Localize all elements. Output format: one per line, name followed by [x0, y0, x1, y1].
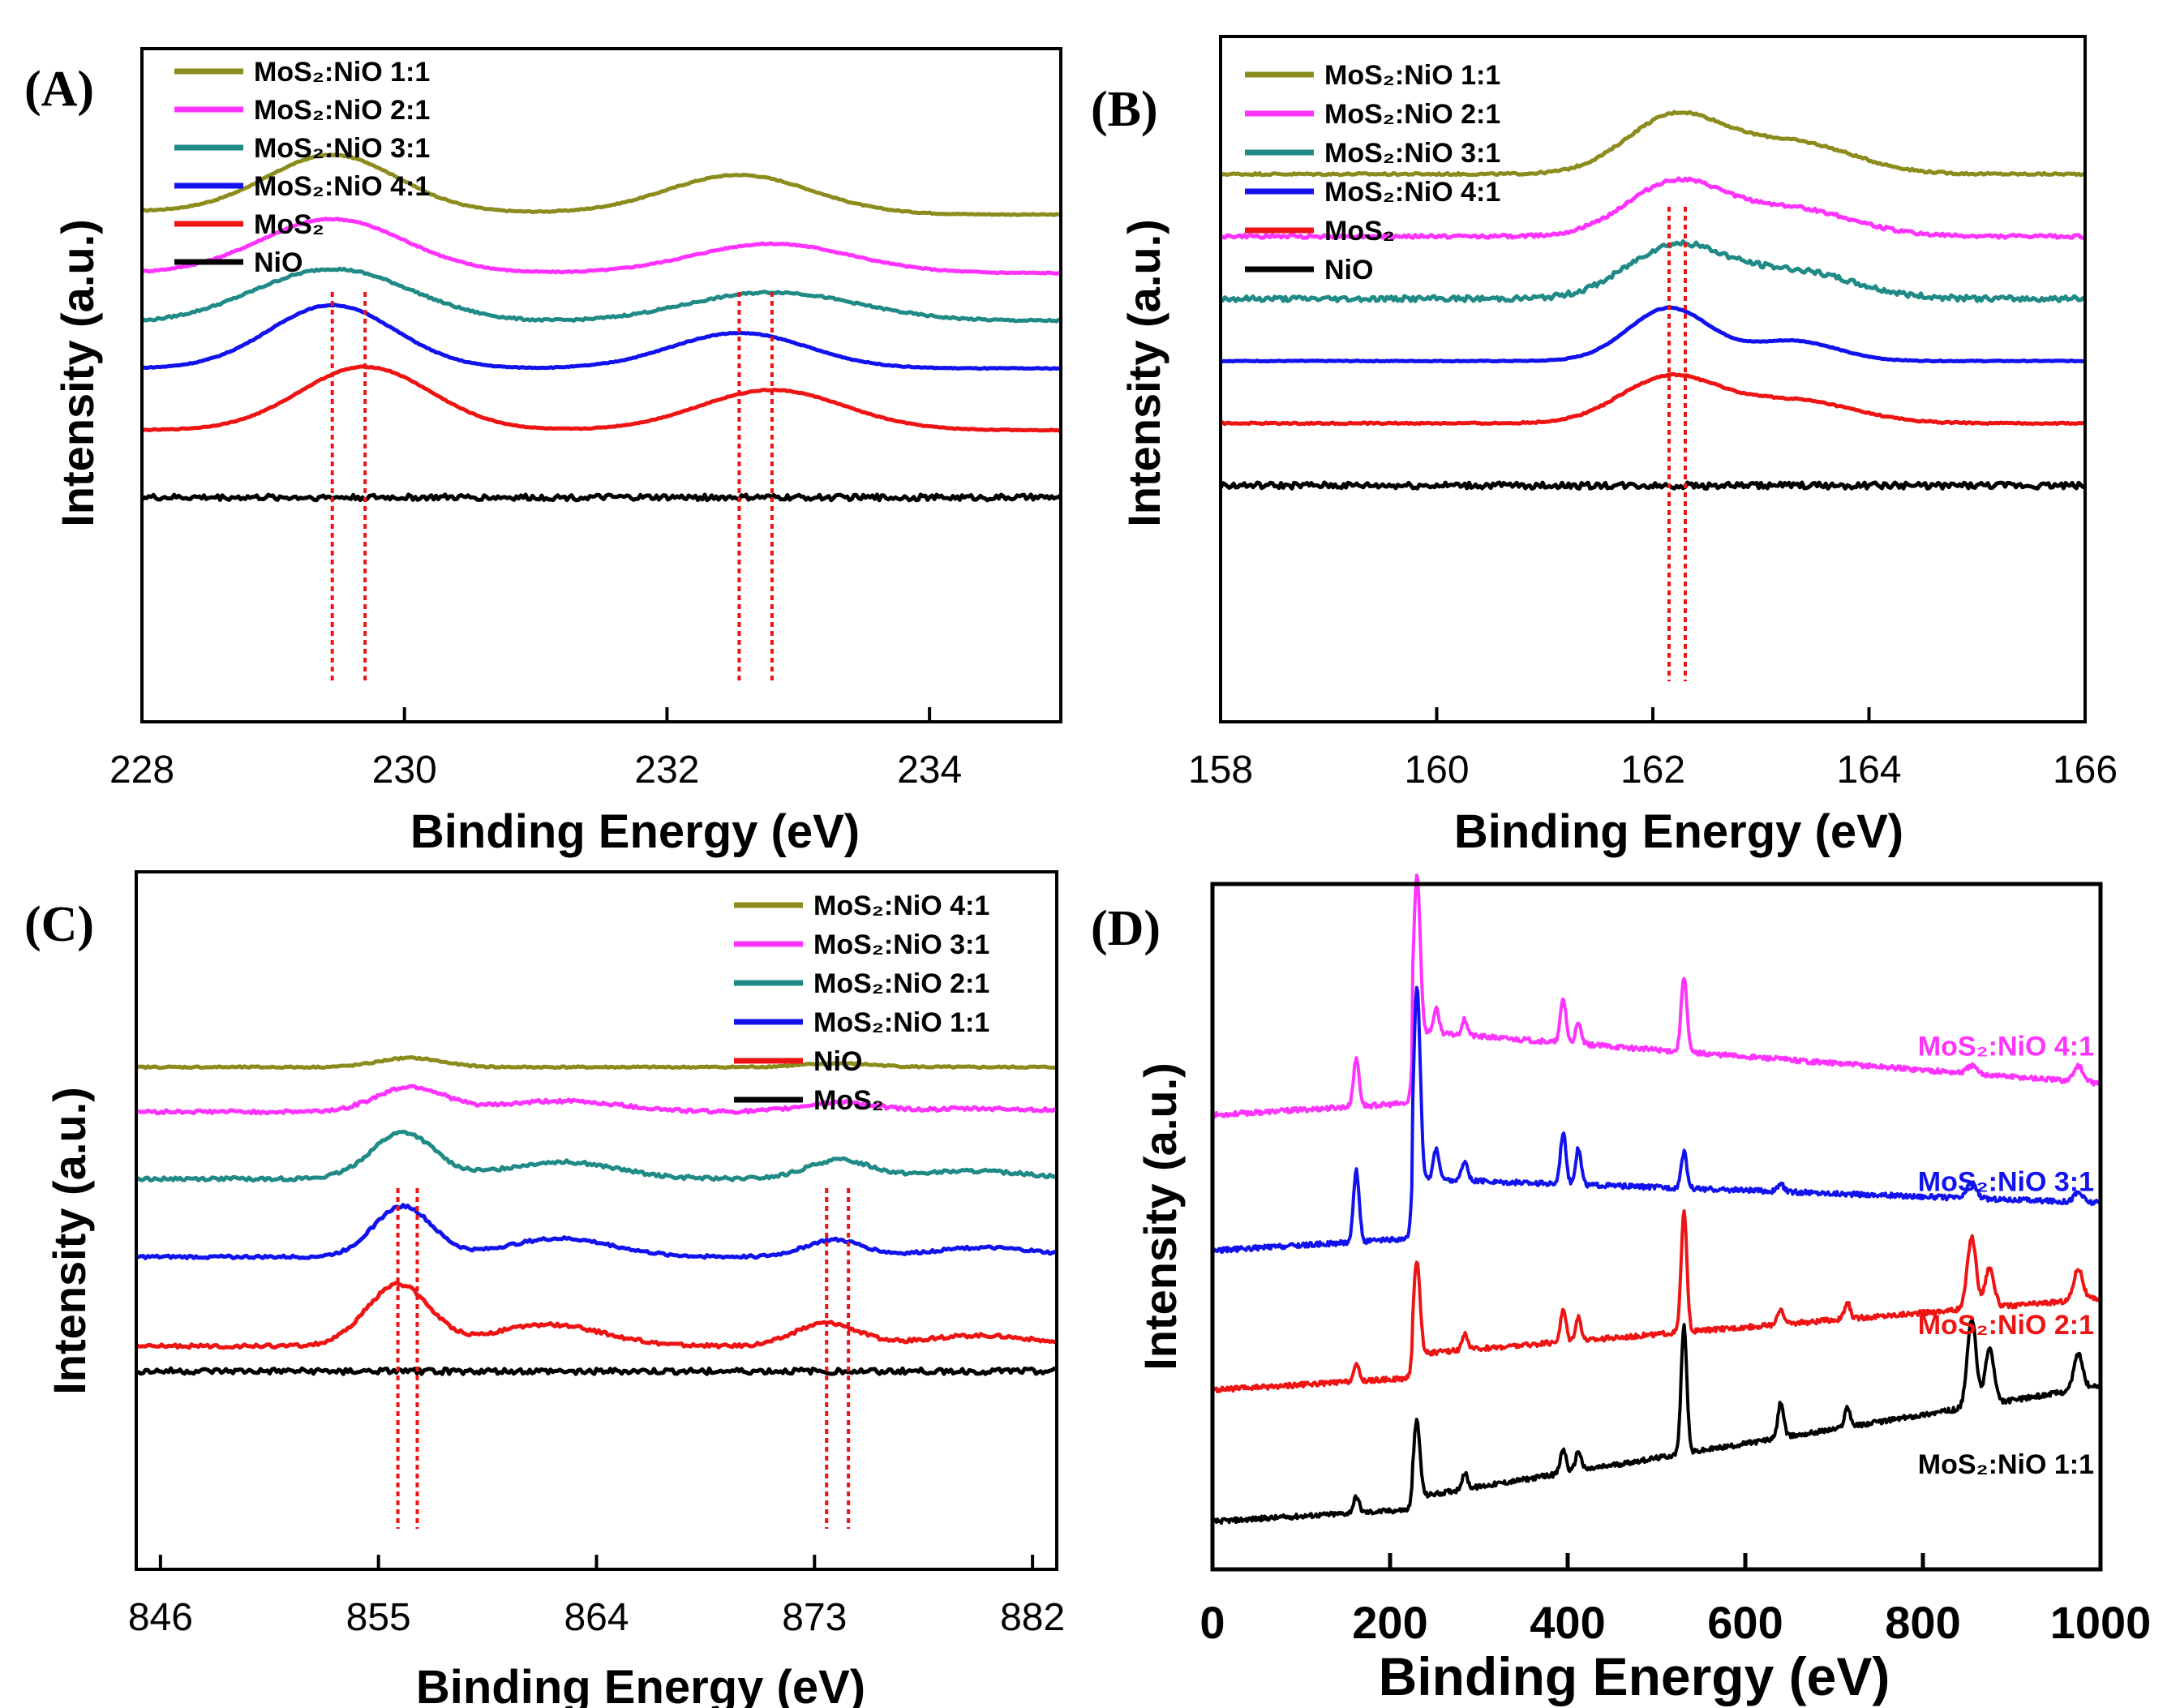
legend-label: NiO [1324, 255, 1373, 285]
panel-b-plot [1218, 109, 2087, 681]
series-line [1220, 176, 2087, 240]
panel-a-ylabel: Intensity (a.u.) [52, 219, 103, 527]
series-line [135, 1084, 1058, 1116]
xtick-label: 230 [372, 749, 437, 792]
legend-label: MoS₂:NiO 4:1 [813, 890, 989, 921]
xtick-label: 800 [1885, 1597, 1960, 1648]
xtick-label: 158 [1188, 749, 1253, 792]
series-line [135, 1130, 1058, 1182]
panel-b-xticks: 158 160 162 164 166 [1188, 707, 2118, 792]
series-line [1211, 1209, 2102, 1393]
series-line [1219, 109, 2086, 178]
panel-c-legend: MoS₂:NiO 4:1 MoS₂:NiO 3:1 MoS₂:NiO 2:1 MoS₂… [734, 890, 989, 1116]
legend-label: MoS₂ [254, 209, 324, 240]
xtick-label: 228 [109, 749, 174, 792]
series-line [141, 364, 1062, 433]
panel-b-xlabel: Binding Energy (eV) [1454, 805, 1903, 858]
series-line [1212, 1319, 2102, 1526]
panel-c: (C) Intensity (a.u.) Binding Energy (eV)… [24, 870, 1065, 1708]
panel-b-legend: MoS₂:NiO 1:1 MoS₂:NiO 2:1 MoS₂:NiO 3:1 MoS₂… [1245, 60, 1500, 285]
xtick-label: 1000 [2050, 1597, 2152, 1648]
series-line [140, 217, 1062, 276]
panel-d-plot [1211, 873, 2102, 1526]
legend-label: MoS₂:NiO 3:1 [813, 929, 989, 960]
legend-label: MoS₂:NiO 2:1 [254, 95, 430, 126]
legend-label: MoS₂:NiO 4:1 [1324, 177, 1500, 208]
legend-label: MoS₂:NiO 3:1 [254, 133, 430, 164]
xtick-label: 882 [1000, 1596, 1065, 1639]
xtick-label: 162 [1620, 749, 1685, 792]
panel-b-frame [1219, 35, 2087, 723]
xtick-label: 873 [782, 1596, 847, 1639]
xtick-label: 164 [1836, 749, 1901, 792]
panel-b-label: (B) [1091, 82, 1158, 137]
series-line [1211, 873, 2102, 1119]
xtick-label: 200 [1352, 1597, 1427, 1648]
series-label: MoS₂:NiO 4:1 [1918, 1031, 2094, 1062]
legend-label: MoS₂:NiO 1:1 [813, 1007, 989, 1038]
series-line [135, 1281, 1058, 1350]
xtick-label: 166 [2053, 749, 2118, 792]
xtick-label: 232 [634, 749, 699, 792]
panel-d-xticks: 0 200 400 600 800 1000 [1199, 1553, 2151, 1648]
panel-a: (A) Intensity (a.u.) Binding Energy (eV)… [24, 47, 1062, 858]
series-line [135, 1055, 1058, 1071]
panel-b-ylabel: Intensity (a.u.) [1118, 219, 1169, 527]
panel-a-xticks: 228 230 232 234 [109, 707, 962, 792]
panel-c-xlabel: Binding Energy (eV) [416, 1661, 865, 1708]
panel-c-plot [135, 1055, 1058, 1529]
series-label: MoS₂:NiO 2:1 [1918, 1310, 2094, 1341]
panel-a-xlabel: Binding Energy (eV) [410, 805, 860, 858]
xtick-label: 600 [1707, 1597, 1783, 1648]
panel-a-label: (A) [24, 62, 94, 117]
panel-b: (B) Intensity (a.u.) Binding Energy (eV)… [1091, 35, 2118, 858]
xtick-label: 864 [564, 1596, 629, 1639]
xtick-label: 0 [1199, 1597, 1225, 1648]
legend-label: MoS₂:NiO 2:1 [813, 968, 989, 999]
series-label: MoS₂:NiO 3:1 [1918, 1166, 2094, 1197]
series-line [140, 492, 1062, 503]
panel-a-legend: MoS₂:NiO 1:1 MoS₂:NiO 2:1 MoS₂:NiO 3:1 MoS₂… [174, 57, 430, 278]
xtick-label: 855 [346, 1596, 411, 1639]
panel-a-frame [140, 47, 1062, 723]
legend-label: MoS₂ [813, 1085, 884, 1116]
legend-label: MoS₂:NiO 2:1 [1324, 99, 1500, 130]
panel-c-xticks: 846 855 864 873 882 [128, 1555, 1065, 1639]
legend-label: MoS₂:NiO 4:1 [254, 171, 430, 202]
series-line [141, 303, 1062, 371]
panel-d-xlabel: Binding Energy (eV) [1379, 1646, 1890, 1706]
series-label: MoS₂:NiO 1:1 [1918, 1449, 2094, 1480]
series-line [1220, 371, 2086, 427]
series-line [141, 152, 1062, 217]
panel-a-plot [140, 152, 1062, 681]
series-line [135, 1366, 1058, 1376]
xtick-label: 400 [1530, 1597, 1605, 1648]
legend-label: MoS₂:NiO 1:1 [254, 57, 430, 88]
panel-c-frame [135, 870, 1058, 1571]
xtick-label: 234 [897, 749, 962, 792]
series-line [1219, 239, 2087, 303]
panel-d-labels: MoS₂:NiO 4:1 MoS₂:NiO 3:1 MoS₂:NiO 2:1 MoS₂… [1918, 1031, 2094, 1480]
xtick-label: 160 [1404, 749, 1469, 792]
legend-label: MoS₂ [1324, 216, 1395, 247]
series-line [1218, 480, 2086, 491]
panel-d-frame [1210, 882, 2103, 1572]
series-line [140, 266, 1062, 324]
legend-label: NiO [254, 247, 303, 278]
legend-label: MoS₂:NiO 1:1 [1324, 60, 1500, 91]
xtick-label: 846 [128, 1596, 193, 1639]
series-line [135, 1203, 1058, 1260]
panel-d-label: (D) [1091, 901, 1161, 956]
panel-c-label: (C) [24, 897, 94, 952]
panel-d-ylabel: Intensity (a.u.) [1135, 1062, 1186, 1371]
series-line [1211, 985, 2102, 1254]
panel-c-ylabel: Intensity (a.u.) [44, 1087, 95, 1395]
legend-label: MoS₂:NiO 3:1 [1324, 138, 1500, 169]
panel-d: (D) Intensity (a.u.) Binding Energy (eV)… [1091, 873, 2151, 1706]
series-line [1220, 305, 2086, 364]
legend-label: NiO [813, 1046, 862, 1077]
